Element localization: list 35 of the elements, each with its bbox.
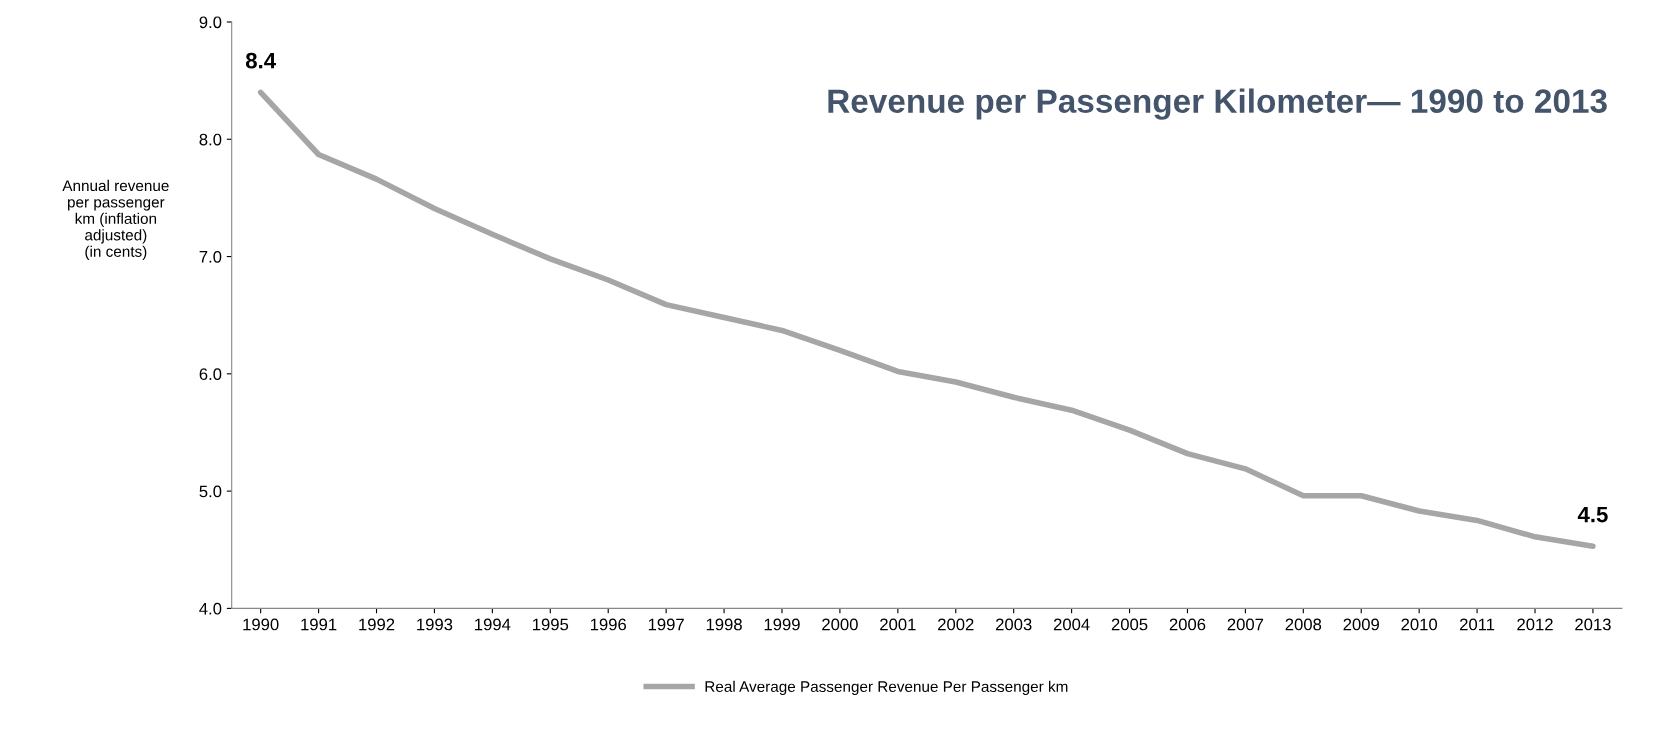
y-axis-title: Annual revenue per passenger km (inflation adjusted) (in cents) [62, 179, 169, 260]
x-tick-label: 1990 [243, 618, 279, 631]
y-tick-label: 6.0 [199, 368, 222, 381]
data-label: 8.4 [245, 52, 276, 69]
y-tick-label: 5.0 [199, 485, 222, 498]
x-tick-label: 1996 [590, 618, 627, 631]
x-tick-label: 2000 [822, 618, 858, 631]
x-tick-label: 1992 [359, 618, 395, 631]
x-tick-label: 2006 [1169, 618, 1206, 631]
y-tick-label: 8.0 [199, 133, 222, 146]
text: Revenue per Passenger Kilometer— 1990 to 2013 [828, 88, 1607, 120]
x-tick-label: 2012 [1517, 618, 1553, 631]
x-tick-label: 1993 [417, 618, 453, 631]
y-tick-label: 4.0 [199, 602, 222, 615]
x-tick-label: 2010 [1401, 618, 1438, 631]
x-tick-label: 2002 [938, 618, 974, 631]
x-tick-label: 2005 [1111, 618, 1148, 631]
x-tick-label: 1991 [301, 618, 337, 631]
x-tick-label: 2008 [1285, 618, 1322, 631]
x-tick-label: 2001 [880, 618, 916, 631]
y-tick-label: 9.0 [199, 16, 222, 29]
x-tick-label: 1997 [648, 618, 684, 631]
x-tick-label: 2013 [1575, 618, 1611, 631]
y-tick-label: 7.0 [199, 250, 222, 263]
x-tick-label: 2011 [1460, 618, 1495, 631]
data-label: 4.5 [1577, 506, 1608, 523]
x-tick-label: 1995 [533, 618, 569, 631]
x-tick-label: 1999 [764, 618, 800, 631]
x-tick-label: 2009 [1343, 618, 1379, 631]
x-tick-label: 1994 [475, 618, 511, 631]
x-tick-label: 2007 [1227, 618, 1264, 631]
legend-label: Real Average Passenger Revenue Per Passenger km [705, 680, 1068, 696]
x-tick-label: 2004 [1053, 618, 1090, 631]
x-tick-label: 1998 [706, 618, 742, 631]
x-tick-label: 2003 [995, 618, 1032, 631]
